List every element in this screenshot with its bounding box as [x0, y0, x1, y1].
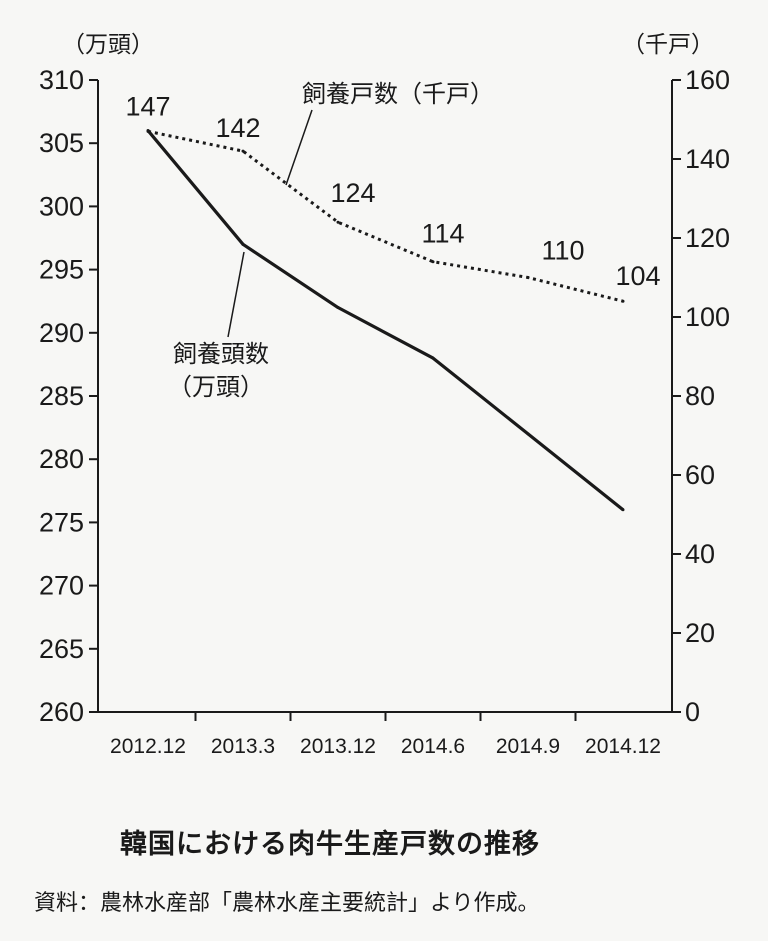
heads-point: [526, 432, 530, 436]
x-tick-label: 2014.6: [401, 735, 465, 758]
left-tick-label: 260: [39, 697, 84, 727]
line-chart: 260 265 270 275 280 285 290 295 300 305 310 0 20 40 60…: [39, 32, 730, 758]
heads-point: [146, 129, 150, 133]
households-data-label: 104: [615, 261, 660, 291]
heads-point: [431, 356, 435, 360]
right-tick-label: 40: [685, 539, 715, 569]
heads-point: [621, 508, 625, 512]
left-axis-unit: （万頭）: [62, 32, 154, 58]
heads-leader-line: [227, 251, 245, 338]
left-tick-label: 310: [39, 65, 84, 95]
right-tick-label: 100: [685, 302, 730, 332]
households-point: [526, 276, 530, 279]
right-tick-label: 60: [685, 460, 715, 490]
left-tick-label: 305: [39, 128, 84, 158]
right-tick-label: 140: [685, 144, 730, 174]
chart-caption: 韓国における肉牛生産戸数の推移: [120, 829, 540, 860]
left-tick-label: 290: [39, 318, 84, 348]
x-tick-label: 2013.12: [300, 735, 376, 758]
households-data-label: 142: [215, 113, 260, 143]
households-point: [621, 299, 625, 303]
households-data-label: 110: [541, 236, 584, 266]
source-note: 資料：農林水産部「農林水産主要統計」より作成。: [34, 891, 540, 916]
households-data-label: 114: [421, 219, 464, 249]
right-tick-label: 160: [685, 65, 730, 95]
households-point: [241, 149, 245, 153]
right-tick-label: 20: [685, 618, 715, 648]
left-tick-label: 300: [39, 191, 84, 221]
households-leader-line: [285, 109, 313, 186]
left-tick-label: 285: [39, 381, 84, 411]
households-data-label: 147: [125, 91, 170, 121]
x-tick-label: 2012.12: [110, 735, 186, 758]
left-tick-label: 280: [39, 444, 84, 474]
households-point: [336, 220, 340, 224]
heads-point: [336, 306, 340, 310]
left-tick-label: 275: [39, 507, 84, 537]
right-tick-label: 120: [685, 223, 730, 253]
households-data-label: 124: [330, 178, 375, 208]
series-heads-line: [146, 129, 624, 512]
x-tick-label: 2013.3: [211, 735, 275, 758]
left-tick-label: 270: [39, 571, 84, 601]
heads-annotation-line1: 飼養頭数: [173, 340, 269, 368]
right-axis-unit: （千戸）: [622, 32, 714, 58]
households-annotation: 飼養戸数（千戸）: [302, 80, 494, 108]
heads-annotation-line2: （万頭）: [168, 373, 264, 401]
heads-point: [241, 242, 245, 246]
right-tick-label: 80: [685, 381, 715, 411]
left-tick-label: 265: [39, 634, 84, 664]
left-tick-label: 295: [39, 255, 84, 285]
households-point: [431, 260, 435, 264]
x-tick-label: 2014.12: [585, 735, 661, 758]
right-tick-label: 0: [685, 697, 700, 727]
x-tick-label: 2014.9: [496, 735, 560, 758]
series-households-line: [147, 129, 624, 303]
